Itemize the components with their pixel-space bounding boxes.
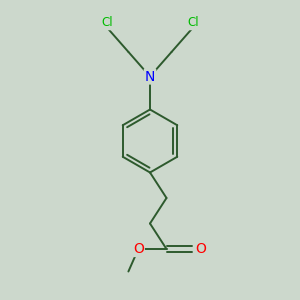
Text: N: N <box>145 70 155 83</box>
Text: O: O <box>133 242 144 256</box>
Text: O: O <box>196 242 206 256</box>
Text: Cl: Cl <box>188 16 199 29</box>
Text: Cl: Cl <box>101 16 112 29</box>
